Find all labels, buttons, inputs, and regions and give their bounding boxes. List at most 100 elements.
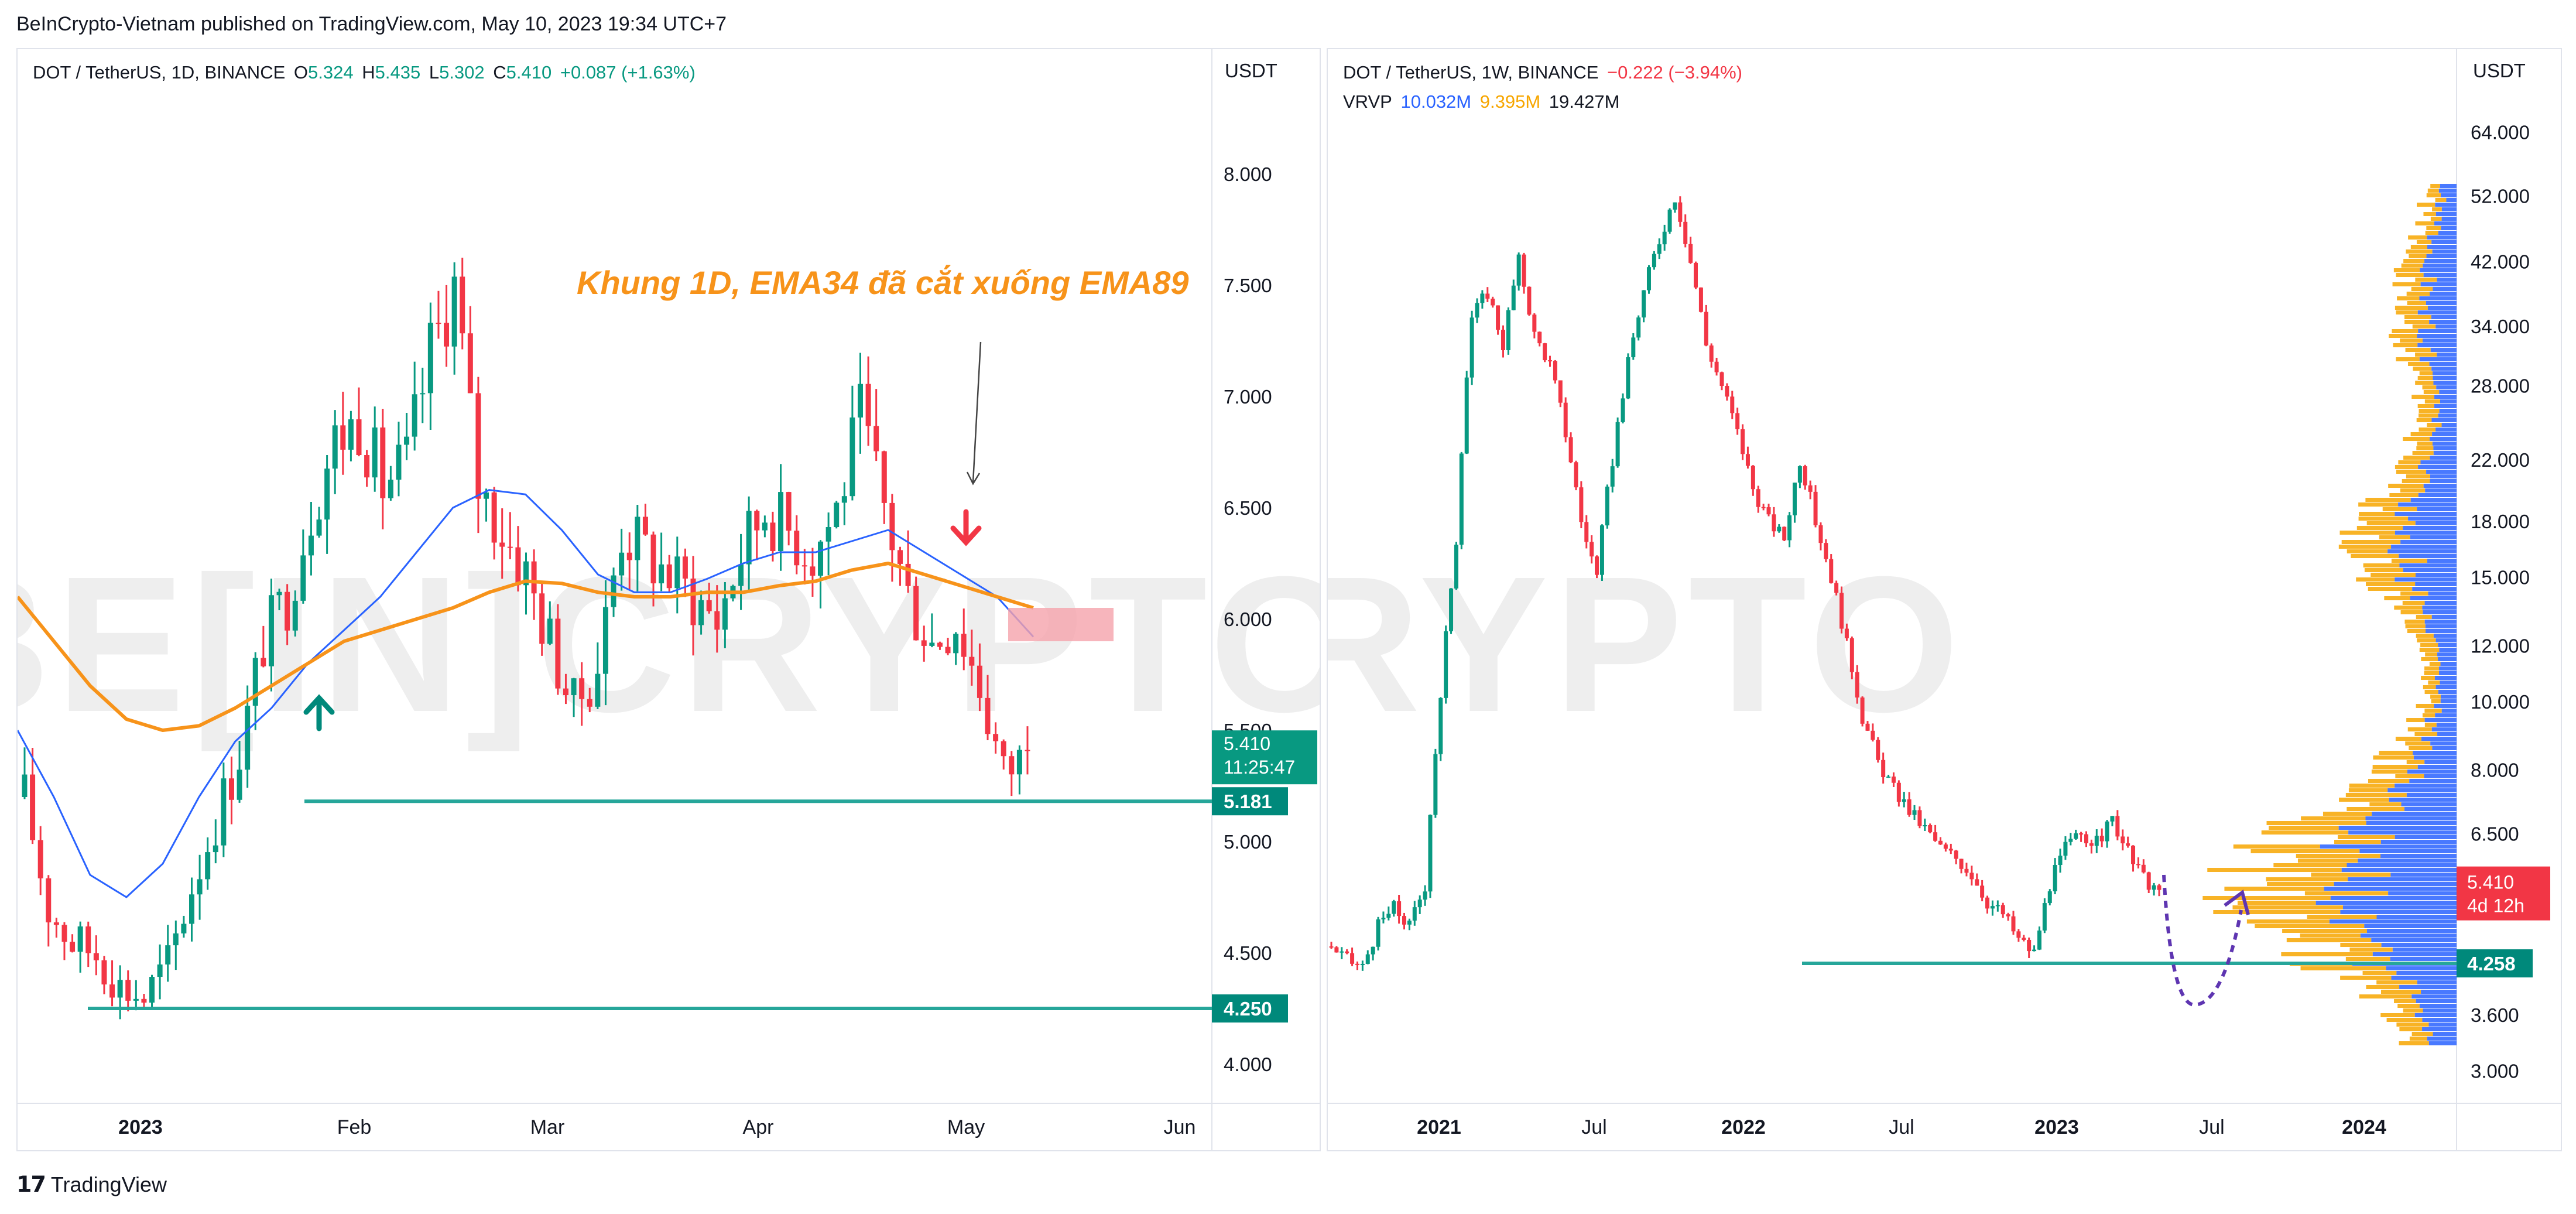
vrvp-bar-down xyxy=(2359,994,2412,998)
tradingview-footer[interactable]: 𝟭𝟳 TradingView xyxy=(16,1171,167,1198)
weekly-y-tick-label: 6.500 xyxy=(2471,823,2519,844)
weekly-candle xyxy=(1345,951,1349,953)
vrvp-bar-up xyxy=(2366,821,2457,825)
weekly-candle xyxy=(1553,361,1557,381)
vrvp-bar-down xyxy=(2406,292,2430,296)
vrvp-bar-up xyxy=(2422,338,2457,343)
vrvp-bar-down xyxy=(2224,887,2324,891)
weekly-y-tick-label: 64.000 xyxy=(2471,122,2530,143)
vrvp-bar-up xyxy=(2420,268,2457,272)
vrvp-bar-up xyxy=(2430,741,2457,746)
vrvp-bar-up xyxy=(2360,933,2457,938)
vrvp-bar-down xyxy=(2340,976,2392,980)
vrvp-bar-down xyxy=(2429,662,2441,666)
vrvp-bar-up xyxy=(2433,287,2457,291)
weekly-symbol[interactable]: DOT / TetherUS, 1W, BINANCE xyxy=(1343,62,1599,83)
weekly-candle xyxy=(1928,825,1933,833)
vrvp-bar-down xyxy=(2415,353,2437,357)
daily-candle xyxy=(905,563,911,586)
weekly-candle xyxy=(1745,454,1750,466)
weekly-candle xyxy=(1688,244,1693,263)
vrvp-bar-up xyxy=(2387,788,2457,792)
daily-candle xyxy=(77,926,83,952)
vrvp-bar-down xyxy=(2207,868,2342,872)
daily-candle xyxy=(810,566,816,576)
weekly-candle xyxy=(1438,697,1443,754)
vrvp-bar-up xyxy=(2435,324,2457,329)
weekly-candle xyxy=(1871,730,1875,740)
ema89-line xyxy=(18,562,1034,732)
beincrypto-watermark-2: CRYPTO xyxy=(1328,536,1965,752)
weekly-chart-canvas[interactable]: CRYPTO 64.000 52.000 42.000 34.000 28.000 22.0… xyxy=(1328,49,2561,1150)
vrvp-bar-up xyxy=(2386,966,2457,970)
daily-candle xyxy=(762,522,768,531)
weekly-candle xyxy=(2037,930,2041,950)
vrvp-bar-up xyxy=(2438,413,2457,418)
weekly-candle xyxy=(1839,593,1844,629)
weekly-candle xyxy=(1735,413,1740,429)
vrvp-bar-up xyxy=(2438,189,2457,193)
vrvp-bar-down xyxy=(2416,418,2432,422)
weekly-candle xyxy=(1865,723,1870,731)
weekly-chart-panel[interactable]: CRYPTO 64.000 52.000 42.000 34.000 28.000 22.0… xyxy=(1327,48,2562,1151)
vrvp-bar-down xyxy=(2311,873,2391,877)
vrvp-bar-up xyxy=(2417,507,2457,511)
daily-candle xyxy=(308,535,314,556)
vrvp-bar-up xyxy=(2340,910,2457,914)
daily-candle xyxy=(746,511,752,565)
weekly-candle xyxy=(1673,202,1677,210)
daily-candle xyxy=(770,522,776,551)
vrvp-bar-up xyxy=(2392,948,2457,952)
vrvp-bar-down xyxy=(2381,990,2421,994)
daily-candle xyxy=(356,419,362,455)
vrvp-bar-down xyxy=(2405,624,2426,628)
weekly-y-tick-label: 3.000 xyxy=(2471,1060,2519,1082)
vrvp-bar-down xyxy=(2213,910,2341,914)
vrvp-bar-up xyxy=(2439,409,2457,413)
daily-chart-canvas[interactable]: BE[IN]CRYPTO8.0007.5007.0006.5006.0005.5… xyxy=(18,49,1320,1150)
vrvp-bar-up xyxy=(2441,207,2457,211)
vrvp-bar-down xyxy=(2395,306,2428,310)
vrvp-bar-down xyxy=(2396,470,2427,474)
weekly-candle xyxy=(1626,357,1630,399)
vrvp-bar-up xyxy=(2423,264,2457,268)
daily-candle xyxy=(213,845,218,853)
tradingview-brand: TradingView xyxy=(50,1172,167,1196)
vrvp-bar-up xyxy=(2422,606,2457,610)
daily-symbol[interactable]: DOT / TetherUS, 1D, BINANCE xyxy=(33,62,286,83)
weekly-candle xyxy=(1797,466,1802,483)
vrvp-bar-up xyxy=(2417,980,2457,984)
daily-candle xyxy=(611,575,616,607)
daily-candle xyxy=(794,531,800,566)
daily-candle xyxy=(189,894,194,924)
vrvp-bar-down xyxy=(2413,367,2432,371)
daily-candle xyxy=(666,564,672,589)
vrvp-bar-up xyxy=(2404,807,2457,811)
vrvp-bar-down xyxy=(2403,456,2430,460)
daily-candle xyxy=(738,564,744,586)
daily-chart-panel[interactable]: BE[IN]CRYPTO8.0007.5007.0006.5006.0005.5… xyxy=(16,48,1321,1151)
daily-candle xyxy=(292,600,298,631)
vrvp-bar-down xyxy=(2402,479,2430,483)
vrvp-legend[interactable]: VRVP 10.032M 9.395M 19.427M xyxy=(1343,91,1623,112)
publish-header: BeInCrypto-Vietnam published on TradingV… xyxy=(16,13,727,35)
vrvp-total-volume: 19.427M xyxy=(1549,91,1620,112)
vrvp-bar-up xyxy=(2430,479,2457,483)
vrvp-bar-up xyxy=(2440,699,2457,703)
vrvp-bar-down xyxy=(2406,474,2430,478)
open-label: O xyxy=(293,62,309,83)
vrvp-bar-up xyxy=(2398,502,2457,507)
vrvp-bar-down xyxy=(2432,207,2442,211)
vrvp-bar-down xyxy=(2266,877,2348,881)
vrvp-bar-up xyxy=(2428,1041,2457,1045)
weekly-candle xyxy=(1615,422,1620,467)
vrvp-bar-down xyxy=(2296,854,2381,858)
vrvp-bar-down xyxy=(2423,390,2440,394)
daily-candle xyxy=(698,600,704,625)
vrvp-bar-up xyxy=(2435,685,2457,689)
ema-cross-annotation: Khung 1D, EMA34 đã cắt xuống EMA89 xyxy=(577,264,1189,301)
vrvp-bar-up xyxy=(2420,282,2457,286)
daily-candle xyxy=(348,419,354,450)
vrvp-bar-up xyxy=(2342,905,2457,909)
daily-candle xyxy=(865,384,871,426)
